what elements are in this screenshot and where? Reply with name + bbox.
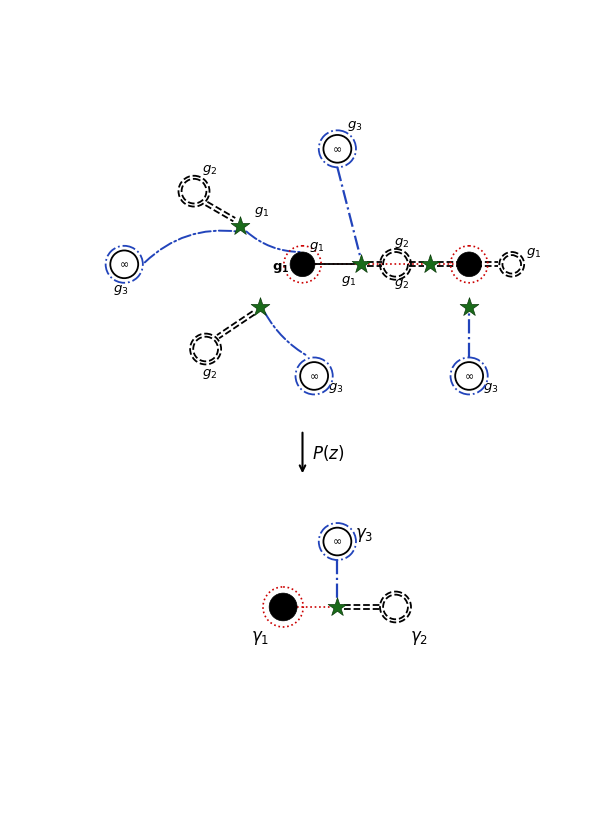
FancyArrowPatch shape (265, 313, 308, 356)
Text: $g_1$: $g_1$ (255, 205, 270, 219)
Point (333, 600, 342, 613)
Text: $\infty$: $\infty$ (464, 371, 474, 381)
Text: $\gamma_2$: $\gamma_2$ (410, 629, 428, 647)
Point (236, 219, 245, 232)
Text: $g_1$: $g_1$ (526, 246, 541, 260)
Circle shape (300, 362, 328, 390)
Circle shape (455, 362, 483, 390)
Text: $\infty$: $\infty$ (309, 371, 319, 381)
Text: $g_2$: $g_2$ (202, 163, 217, 177)
Text: $g_1$: $g_1$ (341, 274, 357, 288)
Circle shape (323, 135, 351, 163)
Circle shape (269, 593, 297, 621)
Text: $\infty$: $\infty$ (332, 537, 342, 546)
Circle shape (290, 252, 315, 277)
Circle shape (457, 252, 482, 277)
Text: $g_2$: $g_2$ (394, 235, 410, 249)
Point (426, 258, 435, 271)
Text: $g_2$: $g_2$ (394, 277, 410, 291)
Circle shape (111, 250, 138, 278)
Text: $g_3$: $g_3$ (483, 380, 499, 394)
Circle shape (323, 528, 351, 556)
Point (255, 300, 265, 314)
Text: $P(z)$: $P(z)$ (312, 443, 344, 463)
Text: $g_3$: $g_3$ (113, 283, 128, 297)
Text: $\mathbf{g_1}$: $\mathbf{g_1}$ (272, 261, 290, 275)
Text: $\gamma_3$: $\gamma_3$ (355, 527, 374, 544)
Text: $g_1$: $g_1$ (309, 240, 324, 254)
Point (356, 258, 365, 271)
FancyArrowPatch shape (145, 230, 238, 263)
Text: $\infty$: $\infty$ (332, 144, 342, 154)
Text: $\infty$: $\infty$ (119, 259, 129, 269)
Text: $g_3$: $g_3$ (328, 380, 343, 394)
Text: $g_3$: $g_3$ (347, 119, 362, 133)
FancyArrowPatch shape (246, 231, 300, 252)
Text: $\gamma_1$: $\gamma_1$ (251, 629, 269, 647)
Text: $g_2$: $g_2$ (202, 367, 217, 381)
Point (465, 300, 474, 314)
